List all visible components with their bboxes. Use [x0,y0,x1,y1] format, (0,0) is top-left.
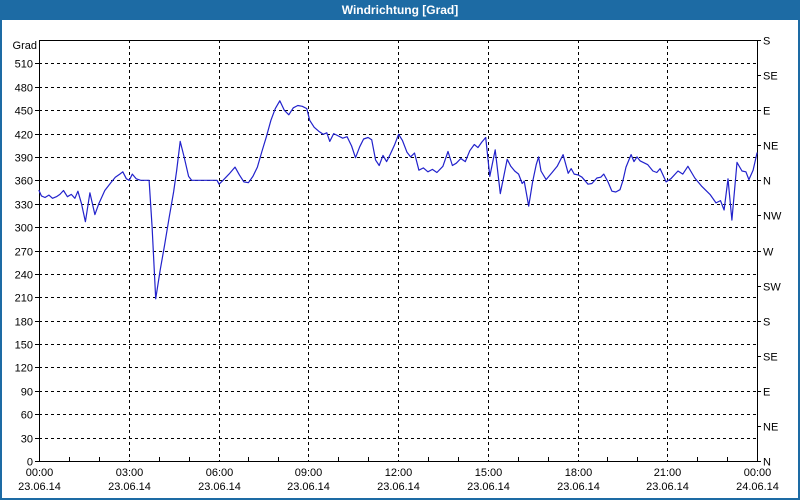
x-tick-time-label: 12:00 [385,467,413,479]
wind-direction-chart: 5104804504203903603303002702402101801501… [13,36,782,494]
y-tick-label: 270 [15,247,33,259]
y-tick-label: 330 [15,200,33,212]
x-tick-time-label: 21:00 [654,467,682,479]
compass-tick-label: SE [763,71,778,83]
y-axis-unit-label: Grad [13,40,37,52]
x-tick-date-label: 23.06.14 [646,481,689,493]
y-tick-label: 90 [21,387,33,399]
compass-tick-label: NE [763,422,778,434]
x-axis-labels: 00:00 23.06.14 03:00 23.06.14 06:00 23.06.14 0… [18,467,779,493]
y-tick-label: 30 [21,434,33,446]
y-tick-label: 420 [15,130,33,142]
y-tick-label: 120 [15,363,33,375]
y-tick-label: 60 [21,410,33,422]
plot-border [39,40,758,462]
x-tick-date-label: 23.06.14 [377,481,420,493]
compass-tick-label: S [763,317,770,329]
compass-tick-label: N [763,176,771,188]
y-tick-label: 240 [15,270,33,282]
y-tick-label: 0 [27,457,33,469]
compass-tick-label: W [763,247,774,259]
compass-tick-label: N [763,457,771,469]
y-tick-label: 180 [15,317,33,329]
y-axis-left-labels: 5104804504203903603303002702402101801501… [15,59,33,469]
y-tick-label: 510 [15,59,33,71]
x-tick-date-label: 23.06.14 [287,481,330,493]
x-tick-time-label: 18:00 [565,467,593,479]
y-tick-label: 450 [15,106,33,118]
compass-tick-label: E [763,387,770,399]
y-tick-label: 390 [15,153,33,165]
x-tick-date-label: 23.06.14 [198,481,241,493]
x-tick-time-label: 00:00 [26,467,54,479]
window-title-bar[interactable]: Windrichtung [Grad] [0,0,800,20]
page-title: Windrichtung [Grad] [341,3,459,17]
compass-tick-label: S [763,36,770,48]
y-tick-label: 480 [15,83,33,95]
x-tick-date-label: 23.06.14 [557,481,600,493]
x-tick-date-label: 23.06.14 [467,481,510,493]
compass-tick-label: NE [763,141,778,153]
x-tick-date-label: 23.06.14 [108,481,151,493]
y-tick-label: 360 [15,176,33,188]
y-tick-label: 210 [15,293,33,305]
x-tick-time-label: 00:00 [744,467,772,479]
compass-tick-label: NW [763,211,782,223]
x-tick-time-label: 03:00 [116,467,144,479]
x-tick-time-label: 06:00 [206,467,234,479]
x-tick-date-label: 24.06.14 [736,481,779,493]
y-tick-label: 300 [15,223,33,235]
y-axis-right-labels: S SE E NE N NW W SW S SE E NE N [763,36,782,469]
grid-lines [39,40,757,461]
compass-tick-label: SE [763,352,778,364]
y-tick-label: 150 [15,340,33,352]
x-tick-time-label: 15:00 [475,467,503,479]
wind-direction-series [38,100,758,300]
compass-tick-label: SW [763,282,781,294]
x-tick-time-label: 09:00 [295,467,323,479]
x-tick-date-label: 23.06.14 [18,481,61,493]
compass-tick-label: E [763,106,770,118]
